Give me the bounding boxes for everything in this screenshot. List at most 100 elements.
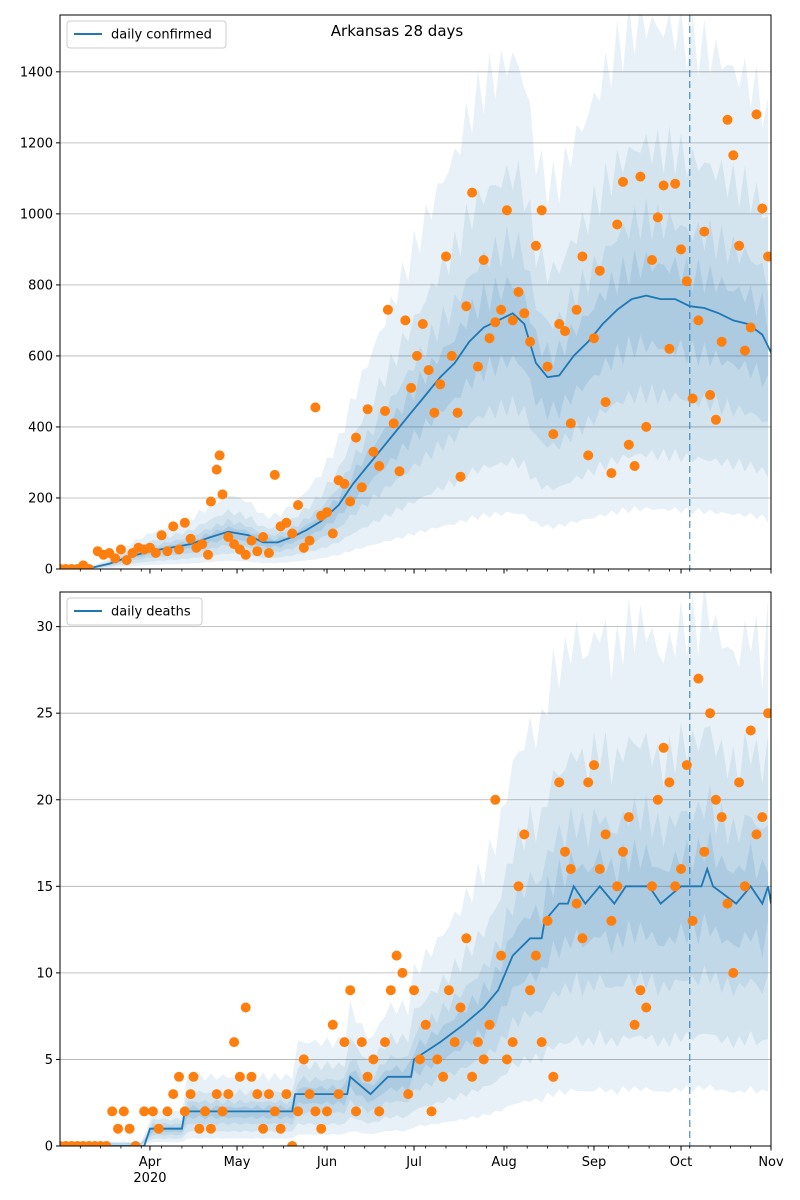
confirmed-data-point [577,251,588,262]
deaths-data-point [414,1054,425,1065]
confirmed-data-point [751,109,762,120]
confirmed-data-point [298,542,309,553]
confirmed-data-point [162,546,173,557]
deaths-data-point [467,1071,478,1082]
deaths-data-point [179,1106,190,1117]
confirmed-data-point [699,226,710,237]
confirmed-data-point [705,390,716,400]
deaths-data-point [185,1089,196,1100]
confirmed-data-point [287,528,298,539]
deaths-y-tick-label: 0 [45,1140,53,1155]
confirmed-data-point [530,240,541,251]
confirmed-data-point [681,276,692,287]
confirmed-data-point [676,244,686,255]
deaths-data-point [229,1037,240,1048]
confirmed-data-point [478,255,489,265]
deaths-x-tick-sublabel: 2020 [133,1171,166,1186]
deaths-data-point [298,1054,309,1065]
confirmed-data-point [536,205,547,216]
confirmed-y-tick-label: 600 [28,349,53,364]
deaths-data-point [629,1019,640,1030]
confirmed-legend: daily confirmed [66,20,227,49]
confirmed-data-point [716,336,727,347]
deaths-data-point [113,1123,123,1134]
deaths-data-point [507,1037,518,1048]
confirmed-data-point [623,439,634,450]
deaths-data-point [652,794,663,805]
deaths-band-2 [60,721,769,1146]
deaths-data-point [548,1071,559,1082]
confirmed-axes-frame [59,14,772,570]
deaths-data-point [168,1089,179,1100]
deaths-data-point [211,1089,222,1100]
deaths-x-tick-label: Apr [139,1155,162,1170]
deaths-data-point [472,1037,483,1048]
confirmed-data-point [322,507,332,518]
deaths-data-point [153,1123,164,1134]
deaths-data-point [275,1123,286,1134]
confirmed-data-point [565,418,576,429]
deaths-data-point [217,1106,228,1117]
confirmed-band-1 [60,15,769,569]
confirmed-data-point [519,308,530,319]
deaths-data-point [316,1123,327,1134]
confirmed-data-point [734,240,745,251]
deaths-data-point [681,760,692,771]
deaths-data-point [565,864,576,874]
deaths-data-point [162,1106,173,1117]
confirmed-data-point [594,265,605,276]
confirmed-panel: 0 200 400 600 800 1000 1200 1400 Arkansas 28 da… [20,14,772,578]
confirmed-data-point [327,528,338,539]
deaths-y-tick-label: 5 [45,1053,53,1068]
deaths-data-point [757,812,768,823]
confirmed-data-point [211,464,222,475]
deaths-data-point [101,1141,112,1146]
deaths-data-point [432,1054,443,1065]
deaths-x-tick-label: Aug [491,1155,516,1170]
confirmed-data-point [388,418,399,429]
confirmed-data-point [606,468,617,479]
deaths-data-point [461,933,472,944]
confirmed-data-point [452,407,463,418]
deaths-data-point [716,812,727,823]
deaths-band-4 [60,830,769,1145]
deaths-data-point [519,829,530,840]
confirmed-data-point [156,530,167,541]
deaths-data-point [763,708,771,719]
confirmed-data-point [739,345,750,356]
confirmed-series [60,109,771,569]
confirmed-data-point [542,361,553,372]
confirmed-data-point [496,304,507,315]
confirmed-data-point [197,539,208,550]
confirmed-data-point [484,333,495,344]
deaths-y-axis: 0 5 10 15 20 25 30 [36,620,60,1155]
deaths-data-point [501,1054,512,1065]
confirmed-y-tick-label: 1400 [20,65,53,80]
confirmed-data-point [670,178,681,189]
confirmed-data-point [429,407,440,418]
confirmed-data-point [560,326,570,337]
confirmed-data-point [293,500,303,511]
confirmed-data-point [174,544,184,555]
deaths-data-point [594,864,605,874]
confirmed-data-point [658,180,669,191]
deaths-data-point [147,1106,158,1117]
deaths-data-point [623,812,634,823]
confirmed-data-point [513,287,524,297]
deaths-data-point [356,1037,367,1048]
confirmed-data-point [110,553,121,564]
confirmed-data-point [412,350,422,361]
deaths-data-point [269,1106,280,1117]
deaths-data-point [426,1106,437,1117]
deaths-data-point [118,1106,129,1117]
deaths-data-point [536,1037,547,1048]
deaths-data-point [490,794,501,805]
confirmed-data-point [382,304,393,315]
chart-title: Arkansas 28 days [331,22,464,40]
confirmed-data-point [571,304,582,315]
deaths-data-point [635,985,646,996]
confirmed-data-point [745,322,756,333]
deaths-uncertainty-bands [60,592,769,1146]
deaths-data-point [246,1071,257,1082]
